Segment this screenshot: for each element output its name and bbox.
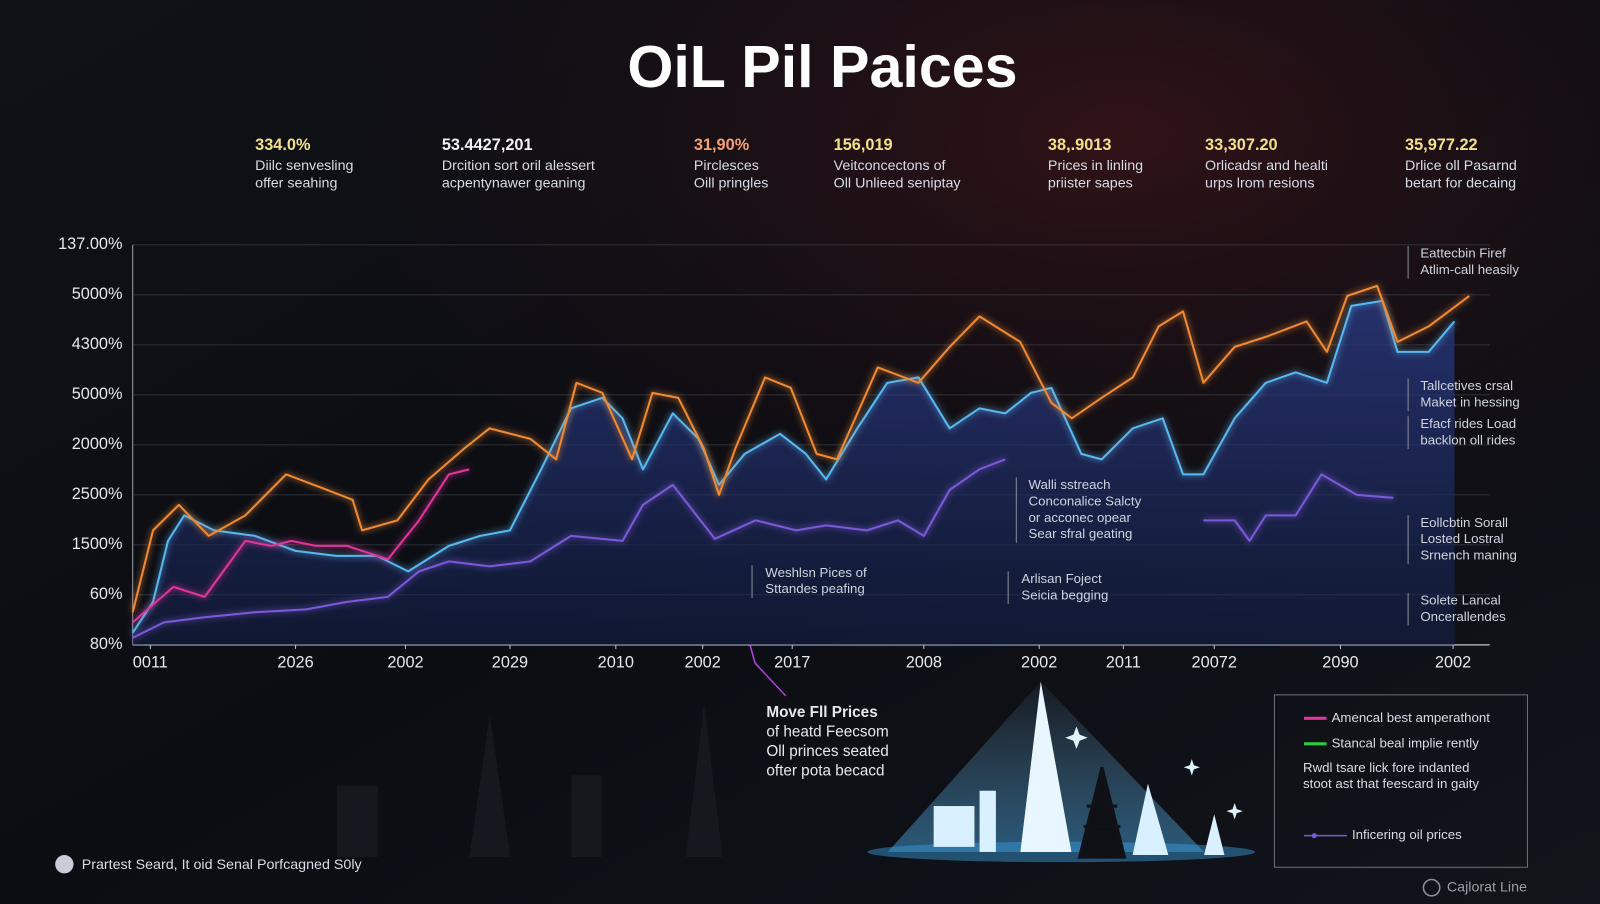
annotation: Oncerallendes (1420, 609, 1506, 624)
x-tick-label: 2002 (387, 654, 423, 672)
series-line (132, 458, 1394, 639)
y-tick-label: 1500% (72, 535, 123, 553)
stat-label: Veitconcectons of (834, 158, 946, 174)
x-tick-label: 2010 (598, 654, 634, 672)
annotation: Seicia begging (1021, 587, 1108, 602)
stat-value: 156,019 (834, 136, 893, 154)
stat-label: Pirclesces (694, 158, 759, 174)
annotation: backlon oll rides (1420, 432, 1515, 447)
chart-title: OiL Pil Paices (627, 33, 1017, 100)
legend-box (1273, 694, 1528, 868)
x-tick-label: 2090 (1322, 654, 1358, 672)
x-tick-label: 20072 (1192, 654, 1237, 672)
annotation: Conconalice Salcty (1029, 493, 1142, 508)
y-tick-label: 137.00% (58, 235, 122, 253)
stat-value: 31,90% (694, 136, 750, 154)
x-tick-label: 0011 (133, 654, 168, 672)
stat-value: 35,977.22 (1405, 136, 1478, 154)
x-tick-label: 2026 (277, 654, 313, 672)
stat-label: Diilc senvesling (255, 158, 353, 174)
stat-label: Drcition sort oril alessert (442, 158, 595, 174)
x-tick-label: 2008 (906, 654, 942, 672)
annotation: Weshlsn Pices of (765, 565, 867, 580)
annotation: Sttandes peafing (765, 581, 864, 596)
annotation: Atlim-call heasily (1420, 262, 1519, 277)
stat-label: urps lrom resions (1205, 175, 1314, 191)
annotation: Eattecbin Firef (1420, 246, 1506, 261)
footer-note: Prartest Seard, It oid Senal Porfcagned … (82, 857, 363, 873)
stat-value: 33,307.20 (1205, 136, 1278, 154)
series-line (131, 299, 1456, 634)
callout-text: Oll princes seated (766, 743, 888, 760)
annotation: Maket in hessing (1420, 395, 1519, 410)
stat-label: offer seahing (255, 175, 337, 191)
series-line (132, 468, 470, 624)
stat-label: Drlice oll Pasarnd (1405, 158, 1517, 174)
x-tick-label: 2002 (685, 654, 721, 672)
y-tick-label: 80% (90, 635, 123, 653)
oil-scene (336, 644, 1256, 863)
x-tick-label: 2002 (1435, 654, 1471, 672)
x-tick-label: 2002 (1021, 654, 1057, 672)
y-tick-label: 2000% (72, 435, 123, 453)
callout-text: of heatd Feecsom (766, 724, 888, 741)
stat-value: 334.0% (255, 136, 311, 154)
brand-icon (1422, 878, 1441, 897)
annotation: Arlisan Foject (1021, 571, 1102, 586)
legend-note: stoot ast that feescard in gaity (1303, 776, 1479, 791)
brand: Cajlorat Line (1447, 879, 1527, 895)
stat-label: Orlicadsr and healti (1205, 158, 1328, 174)
legend-label: Inficering oil prices (1352, 827, 1462, 842)
footer-icon (55, 855, 74, 874)
x-tick-label: 2029 (492, 654, 528, 672)
annotation: Efacf rides Load (1420, 416, 1516, 431)
stat-label: priister sapes (1048, 175, 1133, 191)
callout-text: Move Fll Prices (766, 704, 877, 721)
callout-text: ofter pota becacd (766, 762, 884, 779)
legend: Amencal best amperathont Stancal beal imp… (1303, 710, 1490, 842)
annotation: Losted Lostral (1420, 531, 1503, 546)
stat-label: Prices in linling (1048, 158, 1143, 174)
annotation: Srnench maning (1420, 548, 1516, 563)
x-tick-label: 2011 (1106, 654, 1141, 672)
y-tick-label: 60% (90, 585, 123, 603)
legend-note: Rwdl tsare lick fore indanted (1303, 760, 1469, 775)
annotation: Tallcetives crsal (1420, 378, 1513, 393)
annotation: Eollcbtin Sorall (1420, 515, 1508, 530)
area-fill (132, 300, 1455, 645)
x-tick-label: 2017 (774, 654, 810, 672)
stat-value: 38,.9013 (1048, 136, 1112, 154)
stat-label: Oill pringles (694, 175, 769, 191)
stat-label: Oll Unlieed seniptay (834, 175, 962, 191)
stat-label: acpentynawer geaning (442, 175, 586, 191)
legend-label: Amencal best amperathont (1332, 710, 1491, 725)
legend-label: Stancal beal implie rently (1332, 735, 1480, 750)
y-tick-label: 5000% (72, 285, 123, 303)
annotation: Sear sfral geating (1029, 526, 1133, 541)
annotation: Solete Lancal (1420, 592, 1500, 607)
legend-dot (1311, 833, 1317, 839)
annotation: or acconec opear (1029, 510, 1132, 525)
stat-value: 53.4427,201 (442, 136, 533, 154)
y-tick-label: 5000% (72, 385, 123, 403)
annotation: Walli sstreach (1029, 477, 1111, 492)
series-line (131, 284, 1470, 613)
y-tick-label: 2500% (72, 485, 123, 503)
stat-label: betart for decaing (1405, 175, 1516, 191)
y-tick-label: 4300% (72, 335, 123, 353)
